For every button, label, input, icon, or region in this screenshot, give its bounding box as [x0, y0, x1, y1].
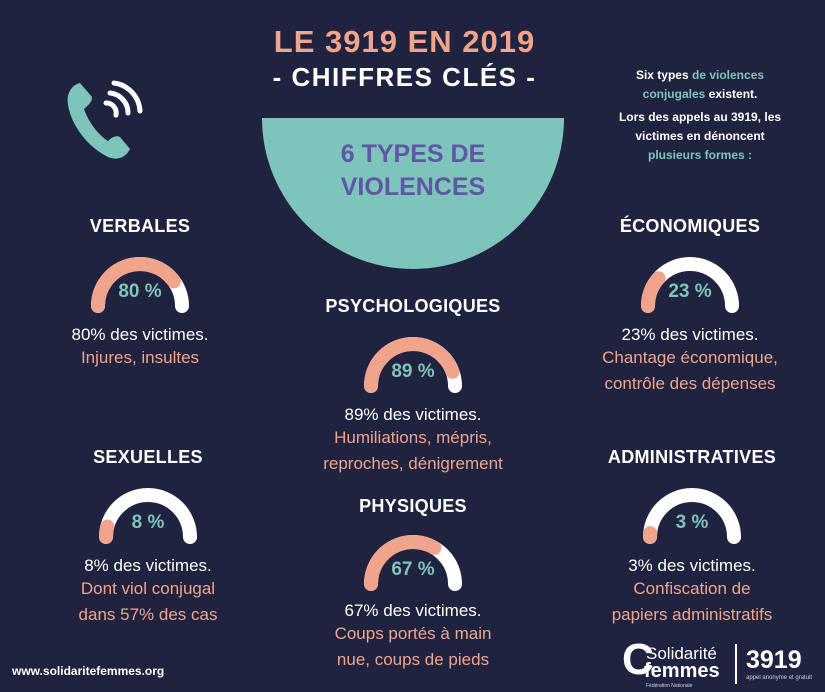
gauge-fill-psychologiques	[364, 337, 460, 393]
gauge-sexuelles	[99, 488, 197, 544]
pct-sexuelles: 8 %	[131, 512, 165, 533]
block-economiques: ÉCONOMIQUES 23 % 23% des victimes. Chant…	[590, 216, 790, 397]
gauge-wrap-economiques: 23 %	[635, 257, 745, 313]
gauge-fill-sexuelles	[99, 519, 115, 544]
gauge-wrap-sexuelles: 8 %	[93, 488, 203, 544]
gauge-wrap-administratives: 3 %	[637, 488, 747, 544]
detail-sexuelles-2: dans 57% des cas	[78, 605, 218, 624]
gauge-physiques	[364, 535, 462, 591]
center-title-line1: 6 TYPES DE	[340, 140, 486, 168]
logo-3919: 3919	[746, 646, 802, 674]
center-title: 6 TYPES DE VIOLENCES	[262, 138, 564, 204]
logo-subtitle: Fédération Nationale	[646, 683, 693, 689]
logo-solidarite: Solidarité	[646, 644, 717, 663]
intro-paragraph-2: Lors des appels au 3919, les victimes en…	[600, 108, 800, 165]
intro-p1-c: conjugales	[642, 87, 706, 101]
intro-p1-b: de violences	[692, 68, 765, 82]
cat-title-psychologiques: PSYCHOLOGIQUES	[325, 296, 501, 316]
main-title: LE 3919 EN 2019	[273, 24, 536, 59]
block-verbales: VERBALES 80 % 80% des victimes. Injures,…	[40, 216, 240, 371]
detail-administratives-2: papiers administratifs	[611, 605, 773, 624]
pct-verbales: 80 %	[118, 281, 162, 302]
gauge-track-sexuelles	[99, 488, 197, 544]
block-psychologiques: PSYCHOLOGIQUES 89 % 89% des victimes. Hu…	[262, 296, 564, 477]
logo-c: C	[622, 635, 654, 684]
logo-divider	[735, 644, 737, 684]
gauge-fill-physiques	[364, 535, 442, 591]
gauge-verbales	[91, 257, 189, 313]
pct-physiques: 67 %	[391, 559, 435, 580]
detail-physiques-2: nue, coups de pieds	[336, 650, 490, 669]
intro-p2-a: Lors des appels au 3919, les	[618, 110, 782, 124]
text-administratives: 3% des victimes.	[628, 556, 756, 575]
gauge-fill-economiques	[641, 271, 666, 313]
cat-title-physiques: PHYSIQUES	[359, 496, 467, 516]
detail-administratives-1: Confiscation de	[633, 579, 751, 598]
text-verbales: 80% des victimes.	[71, 325, 209, 344]
gauge-wrap-verbales: 80 %	[85, 257, 195, 313]
text-economiques: 23% des victimes.	[621, 325, 759, 344]
block-sexuelles: SEXUELLES 8 % 8% des victimes. Dont viol…	[48, 447, 248, 628]
cat-title-administratives: ADMINISTRATIVES	[607, 447, 777, 467]
gauge-economiques	[641, 257, 739, 313]
gauge-administratives	[643, 488, 741, 544]
detail-sexuelles-1: Dont viol conjugal	[80, 579, 216, 598]
gauge-psychologiques	[364, 337, 462, 393]
subtitle: - CHIFFRES CLÉS -	[272, 62, 537, 92]
intro-p1-a: Six types	[635, 68, 689, 82]
gauge-fill-verbales	[91, 257, 181, 313]
intro-paragraph-1: Six types de violences conjugales existe…	[600, 66, 800, 104]
intro-text: Six types de violences conjugales existe…	[600, 66, 800, 165]
website-link[interactable]: www.solidaritefemmes.org	[12, 664, 165, 678]
gauge-wrap-psychologiques: 89 %	[358, 337, 468, 393]
logo-femmes: femmes	[644, 660, 720, 682]
gauge-track-administratives	[643, 488, 741, 544]
pct-economiques: 23 %	[668, 281, 712, 302]
gauge-wrap-physiques: 67 %	[358, 535, 468, 591]
detail-psychologiques-1: Humiliations, mépris,	[334, 428, 492, 447]
detail-economiques-1: Chantage économique,	[602, 348, 778, 367]
intro-p2-c: plusieurs formes :	[647, 148, 753, 162]
pct-administratives: 3 %	[675, 512, 709, 533]
cat-title-verbales: VERBALES	[89, 216, 191, 236]
center-title-line2: VIOLENCES	[340, 173, 486, 201]
detail-physiques-1: Coups portés à main	[334, 624, 492, 643]
text-psychologiques: 89% des victimes.	[344, 405, 482, 424]
phone-icon	[67, 80, 143, 159]
pct-psychologiques: 89 %	[391, 361, 435, 382]
cat-title-sexuelles: SEXUELLES	[93, 447, 203, 467]
detail-economiques-2: contrôle des dépenses	[604, 374, 776, 393]
intro-p2-b: victimes en dénoncent	[635, 129, 765, 143]
text-physiques: 67% des victimes.	[344, 601, 482, 620]
detail-psychologiques-2: reproches, dénigrement	[323, 454, 503, 473]
cat-title-economiques: ÉCONOMIQUES	[619, 216, 761, 236]
text-sexuelles: 8% des victimes.	[84, 556, 212, 575]
intro-p1-d: existent.	[708, 87, 758, 101]
detail-verbales-1: Injures, insultes	[80, 348, 200, 367]
logo-3919-subtitle: appel anonyme et gratuit	[746, 675, 813, 681]
block-administratives: ADMINISTRATIVES 3 % 3% des victimes. Con…	[592, 447, 792, 628]
block-physiques: PHYSIQUES 67 % 67% des victimes. Coups p…	[262, 496, 564, 673]
